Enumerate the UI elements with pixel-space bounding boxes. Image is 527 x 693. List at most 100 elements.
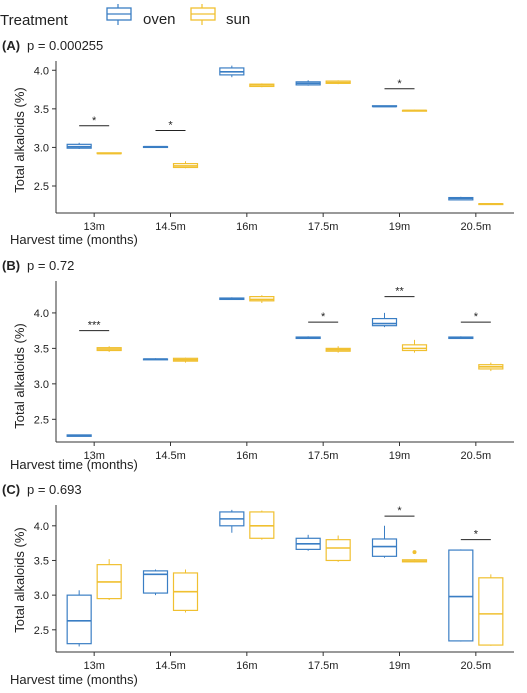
significance-label: * xyxy=(321,311,326,323)
significance-label: * xyxy=(168,119,173,131)
panel-a: (A) p = 0.000255 Total alkaloids (%) Har… xyxy=(2,38,514,247)
box-oven-16m xyxy=(219,65,245,78)
box-body xyxy=(448,549,474,642)
panel-a-ylabel: Total alkaloids (%) xyxy=(12,87,27,193)
box-oven-17.5m xyxy=(295,534,321,551)
box-oven-19m xyxy=(371,525,398,558)
box-sun-13m xyxy=(96,346,122,352)
box-oven-20.5m xyxy=(448,549,474,642)
panel-a-plot: 2.5 3.0 3.5 4.0 13m 14.5m 16m 17.5m 19m 20.5m * * * xyxy=(34,61,514,233)
box-sun-13m xyxy=(96,152,122,155)
x-tick-label: 14.5m xyxy=(155,221,186,233)
panel-c-pvalue: p = 0.693 xyxy=(27,482,82,497)
x-tick-label: 17.5m xyxy=(308,450,339,462)
x-tick-label: 16m xyxy=(236,221,257,233)
panel-a-pvalue: p = 0.000255 xyxy=(27,38,103,53)
y-tick-label: 3.0 xyxy=(34,590,49,602)
box-oven-13m xyxy=(66,142,92,149)
legend-key-sun xyxy=(190,4,216,25)
significance-label: * xyxy=(397,505,402,517)
panel-b-pvalue: p = 0.72 xyxy=(27,258,74,273)
box-oven-16m xyxy=(219,297,245,301)
box-oven-17.5m xyxy=(295,336,321,340)
box-oven-14.5m xyxy=(142,569,169,596)
panel-b-tag: (B) xyxy=(2,258,20,273)
box-sun-16m xyxy=(249,510,275,540)
y-tick-label: 2.5 xyxy=(34,625,49,637)
significance-label: ** xyxy=(395,286,404,298)
x-tick-label: 13m xyxy=(83,221,104,233)
box-sun-13m xyxy=(96,559,122,600)
x-tick-label: 13m xyxy=(83,450,104,462)
x-tick-label: 17.5m xyxy=(308,660,339,672)
box-sun-20.5m xyxy=(478,362,504,372)
box-sun-16m xyxy=(249,295,275,303)
box-oven-19m xyxy=(371,312,398,328)
box-body xyxy=(371,538,398,557)
x-tick-label: 13m xyxy=(83,660,104,672)
box-sun-17.5m xyxy=(325,80,351,85)
y-tick-label: 4.0 xyxy=(34,308,49,320)
x-tick-label: 20.5m xyxy=(461,221,492,233)
x-tick-label: 19m xyxy=(389,660,410,672)
panel-c-ylabel: Total alkaloids (%) xyxy=(12,527,27,633)
box-sun-19m xyxy=(401,559,428,563)
panel-c: (C) p = 0.693 Total alkaloids (%) Harves… xyxy=(2,482,514,687)
panel-a-tag: (A) xyxy=(2,38,20,53)
box-sun-14.5m xyxy=(172,161,199,169)
legend-key-oven xyxy=(106,4,132,25)
box-oven-17.5m xyxy=(295,80,321,86)
significance-label: * xyxy=(474,311,479,323)
box-sun-20.5m xyxy=(478,574,504,646)
box-body xyxy=(142,570,169,594)
box-oven-14.5m xyxy=(142,358,169,361)
box-sun-14.5m xyxy=(172,569,199,613)
x-tick-label: 19m xyxy=(389,221,410,233)
box-oven-20.5m xyxy=(448,336,474,340)
y-tick-label: 3.5 xyxy=(34,343,49,355)
x-tick-label: 16m xyxy=(236,450,257,462)
panel-c-tag: (C) xyxy=(2,482,20,497)
box-oven-13m xyxy=(66,434,92,437)
y-tick-label: 3.0 xyxy=(34,142,49,154)
y-tick-label: 4.0 xyxy=(34,521,49,533)
y-tick-label: 4.0 xyxy=(34,65,49,77)
legend-title: Treatment xyxy=(0,12,69,29)
y-tick-label: 3.0 xyxy=(34,379,49,391)
panel-c-xlabel: Harvest time (months) xyxy=(10,672,138,687)
box-sun-17.5m xyxy=(325,346,351,353)
box-oven-20.5m xyxy=(448,196,474,201)
box-body xyxy=(66,594,92,645)
box-sun-17.5m xyxy=(325,535,351,562)
legend-label-sun: sun xyxy=(226,11,250,28)
y-tick-label: 2.5 xyxy=(34,181,49,193)
y-tick-label: 2.5 xyxy=(34,414,49,426)
significance-label: * xyxy=(474,529,479,541)
x-tick-label: 17.5m xyxy=(308,221,339,233)
panel-b: (B) p = 0.72 Total alkaloids (%) Harvest… xyxy=(2,258,514,472)
box-oven-13m xyxy=(66,590,92,647)
box-body xyxy=(325,539,351,562)
outlier-point xyxy=(412,550,417,555)
box-oven-16m xyxy=(219,509,245,533)
panel-b-xlabel: Harvest time (months) xyxy=(10,457,138,472)
x-tick-label: 20.5m xyxy=(461,660,492,672)
significance-label: * xyxy=(397,78,402,90)
box-sun-14.5m xyxy=(172,357,199,363)
legend: Treatment oven sun xyxy=(0,4,250,29)
box-sun-19m xyxy=(401,109,428,112)
y-tick-label: 3.5 xyxy=(34,555,49,567)
x-tick-label: 20.5m xyxy=(461,450,492,462)
box-sun-16m xyxy=(249,83,275,88)
box-body xyxy=(371,317,398,327)
x-tick-label: 14.5m xyxy=(155,450,186,462)
x-tick-label: 14.5m xyxy=(155,660,186,672)
x-tick-label: 16m xyxy=(236,660,257,672)
panel-a-xlabel: Harvest time (months) xyxy=(10,232,138,247)
panel-c-plot: 2.5 3.0 3.5 4.0 13m 14.5m 16m 17.5m 19m 20.5m * * xyxy=(34,505,514,672)
significance-label: *** xyxy=(88,320,102,332)
panel-b-ylabel: Total alkaloids (%) xyxy=(12,323,27,429)
y-tick-label: 3.5 xyxy=(34,104,49,116)
